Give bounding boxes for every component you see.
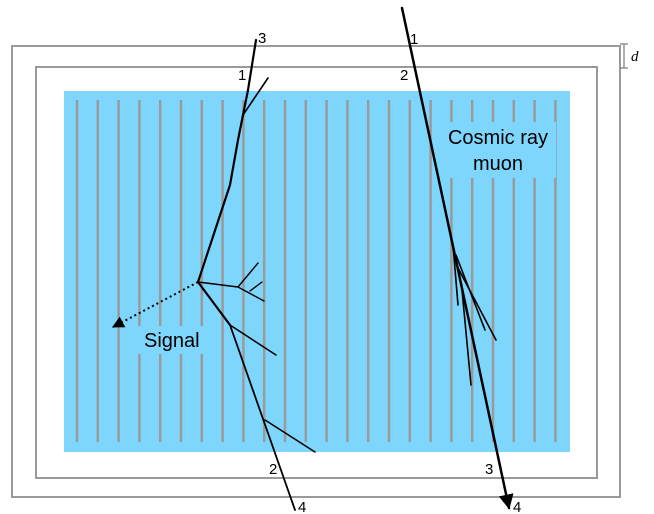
thickness-marker: [620, 43, 628, 69]
cosmic-ray-label-line2: muon: [473, 153, 523, 175]
inner-frame: [35, 66, 598, 479]
signal-point-top-outer: 3: [258, 30, 266, 47]
signal-track: [196, 38, 316, 511]
signal-label: Signal: [144, 330, 200, 352]
muon-point-top-inner: 2: [400, 67, 408, 84]
signal-point-top-inner: 1: [238, 67, 246, 84]
thickness-label: d: [631, 49, 639, 65]
muon-point-bottom-inner: 3: [485, 461, 493, 478]
signal-point-bottom-inner: 2: [269, 461, 277, 478]
signal-arrow: [111, 281, 199, 328]
muon-point-bottom-outer: 4: [513, 499, 521, 514]
signal-point-bottom-outer: 4: [298, 499, 306, 514]
cosmic-label-bg: [440, 122, 556, 178]
cosmic-ray-label-line1: Cosmic ray: [448, 127, 548, 149]
muon-track: [400, 6, 514, 510]
muon-point-top-outer: 1: [410, 31, 418, 48]
outer-frame: [11, 45, 621, 498]
signal-label-bg: [138, 326, 218, 354]
